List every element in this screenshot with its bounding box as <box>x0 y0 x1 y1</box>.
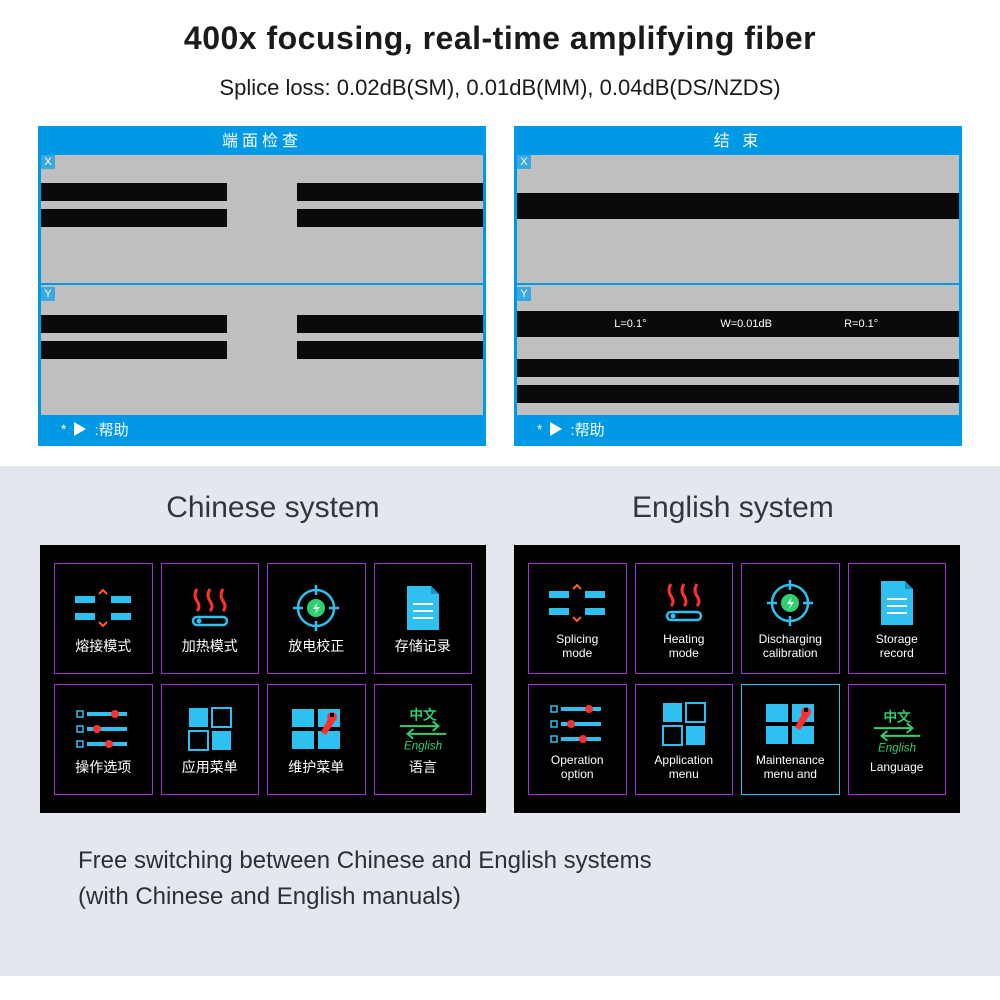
chinese-system-title: Chinese system <box>166 491 379 525</box>
menu-label: Application menu <box>654 754 713 782</box>
star-icon: * <box>61 421 66 437</box>
play-icon <box>74 422 86 436</box>
menu-maintenance[interactable]: 维护菜单 <box>267 684 366 795</box>
svg-text:English: English <box>878 741 916 754</box>
measure-W: W=0.01dB <box>720 318 772 330</box>
menu-label: Language <box>870 761 923 775</box>
play-icon <box>550 422 562 436</box>
footer-help-text: :帮助 <box>94 419 128 440</box>
heating-icon <box>179 582 241 634</box>
menu-operation[interactable]: Operation option <box>528 684 627 795</box>
fiber-bar <box>517 359 959 377</box>
screen-header: 结 束 <box>517 129 959 155</box>
fiber-bar <box>41 315 483 333</box>
measure-L: L=0.1° <box>614 318 646 330</box>
main-title: 400x focusing, real-time amplifying fibe… <box>40 20 960 57</box>
subtitle: Splice loss: 0.02dB(SM), 0.01dB(MM), 0.0… <box>40 75 960 101</box>
menu-label: 熔接模式 <box>75 638 131 654</box>
bottom-line2: (with Chinese and English manuals) <box>78 879 960 915</box>
menu-label: 加热模式 <box>182 638 238 654</box>
menu-label: Maintenance menu and <box>756 754 825 782</box>
fiber-bar <box>517 193 959 219</box>
splice-screens-row: 端面检查 X Y * :帮助 结 束 X Y L=0.1° W=0.01dB <box>0 111 1000 466</box>
bottom-description: Free switching between Chinese and Engli… <box>40 843 960 915</box>
y-label: Y <box>41 287 55 301</box>
splice-screen-inspection: 端面检查 X Y * :帮助 <box>38 126 486 446</box>
menu-label: 存储记录 <box>395 638 451 654</box>
menu-heating[interactable]: Heating mode <box>635 563 734 674</box>
screen-header: 端面检查 <box>41 129 483 155</box>
menu-label: 放电校正 <box>288 638 344 654</box>
divider <box>41 283 483 285</box>
operation-icon <box>72 703 134 755</box>
menu-label: 语言 <box>409 759 437 775</box>
svg-text:中文: 中文 <box>883 708 911 724</box>
svg-text:English: English <box>404 740 442 753</box>
fiber-bar <box>41 341 483 359</box>
screen-footer: * :帮助 <box>41 415 483 443</box>
splice-screen-result: 结 束 X Y L=0.1° W=0.01dB R=0.1° * :帮助 <box>514 126 962 446</box>
bottom-section: Chinese system English system 熔接模式 加热模式 <box>0 466 1000 976</box>
storage-icon <box>392 582 454 634</box>
svg-text:中文: 中文 <box>409 707 437 723</box>
bottom-line1: Free switching between Chinese and Engli… <box>78 843 960 879</box>
menu-storage[interactable]: Storage record <box>848 563 947 674</box>
menu-label: 操作选项 <box>75 759 131 775</box>
measure-R: R=0.1° <box>844 318 878 330</box>
language-icon: 中文 English <box>866 705 928 757</box>
menu-splicing[interactable]: 熔接模式 <box>54 563 153 674</box>
menu-discharge[interactable]: 放电校正 <box>267 563 366 674</box>
menu-application[interactable]: 应用菜单 <box>161 684 260 795</box>
application-icon <box>653 698 715 750</box>
menu-screen-chinese: 熔接模式 加热模式 放电校正 存储记录 <box>40 545 486 813</box>
top-section: 400x focusing, real-time amplifying fibe… <box>0 0 1000 111</box>
menu-label: Storage record <box>876 633 918 661</box>
x-label: X <box>41 155 55 169</box>
menu-screen-english: Splicing mode Heating mode Discharging c… <box>514 545 960 813</box>
language-icon: 中文 English <box>392 703 454 755</box>
menu-heating[interactable]: 加热模式 <box>161 563 260 674</box>
operation-icon <box>546 698 608 750</box>
discharge-icon <box>285 582 347 634</box>
system-titles: Chinese system English system <box>40 491 960 525</box>
menu-label: 应用菜单 <box>182 759 238 775</box>
menu-splicing[interactable]: Splicing mode <box>528 563 627 674</box>
divider <box>517 283 959 285</box>
menu-label: Heating mode <box>663 633 704 661</box>
menu-storage[interactable]: 存储记录 <box>374 563 473 674</box>
menu-maintenance[interactable]: Maintenance menu and <box>741 684 840 795</box>
menu-language[interactable]: 中文 English Language <box>848 684 947 795</box>
screen-body: X Y L=0.1° W=0.01dB R=0.1° <box>517 155 959 415</box>
maintenance-icon <box>759 698 821 750</box>
screen-body: X Y <box>41 155 483 415</box>
x-label: X <box>517 155 531 169</box>
menu-discharge[interactable]: Discharging calibration <box>741 563 840 674</box>
footer-help-text: :帮助 <box>570 419 604 440</box>
menu-label: Splicing mode <box>556 633 598 661</box>
menu-application[interactable]: Application menu <box>635 684 734 795</box>
splicing-icon <box>72 582 134 634</box>
discharge-icon <box>759 577 821 629</box>
screen-footer: * :帮助 <box>517 415 959 443</box>
menus-row: 熔接模式 加热模式 放电校正 存储记录 <box>40 545 960 813</box>
y-label: Y <box>517 287 531 301</box>
menu-label: Discharging calibration <box>759 633 822 661</box>
maintenance-icon <box>285 703 347 755</box>
fiber-bar <box>517 385 959 403</box>
menu-operation[interactable]: 操作选项 <box>54 684 153 795</box>
menu-language[interactable]: 中文 English 语言 <box>374 684 473 795</box>
fiber-bar <box>41 209 483 227</box>
heating-icon <box>653 577 715 629</box>
application-icon <box>179 703 241 755</box>
star-icon: * <box>537 421 542 437</box>
english-system-title: English system <box>632 491 834 525</box>
fiber-bar-measure: L=0.1° W=0.01dB R=0.1° <box>517 311 959 337</box>
storage-icon <box>866 577 928 629</box>
menu-label: Operation option <box>551 754 604 782</box>
menu-label: 维护菜单 <box>288 759 344 775</box>
fiber-bar <box>41 183 483 201</box>
splicing-icon <box>546 577 608 629</box>
